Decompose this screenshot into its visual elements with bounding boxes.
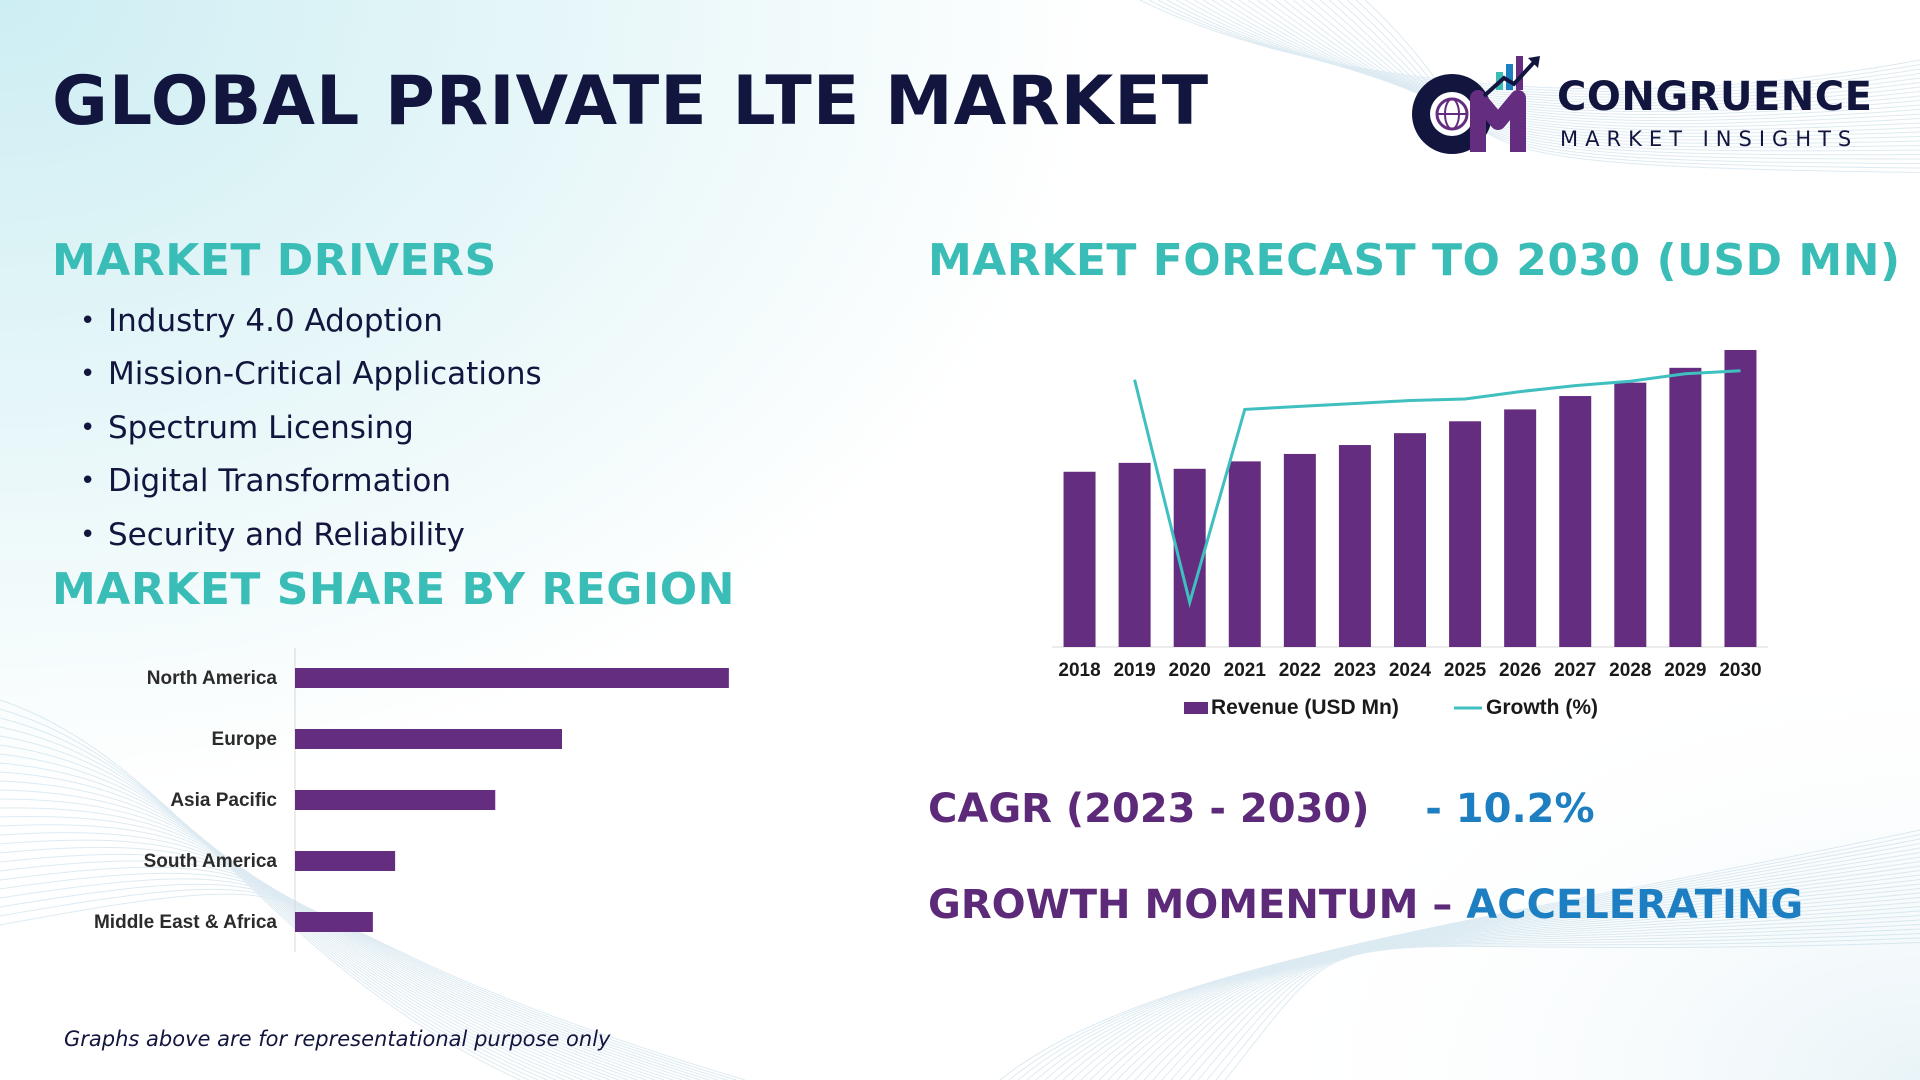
growth-line	[1133, 369, 1741, 609]
driver-label: Mission-Critical Applications	[108, 356, 542, 393]
forecast-heading: MARKET FORECAST TO 2030 (USD MN)	[928, 235, 1901, 286]
logo-mark-icon: CM	[1400, 52, 1540, 154]
year-tick-label: 2020	[1169, 660, 1211, 681]
region-bar	[295, 729, 562, 749]
drivers-heading: MARKET DRIVERS	[52, 235, 497, 286]
driver-label: Digital Transformation	[108, 463, 451, 500]
year-tick-label: 2025	[1444, 660, 1487, 681]
revenue-bar	[1504, 409, 1537, 647]
revenue-bar	[1063, 471, 1096, 647]
region-label: Middle East & Africa	[94, 912, 277, 933]
year-tick-label: 2021	[1224, 660, 1267, 681]
logo-tagline: MARKET INSIGHTS	[1560, 127, 1859, 151]
year-tick-label: 2022	[1279, 660, 1321, 681]
legend-label-growth: Growth (%)	[1486, 696, 1598, 719]
year-tick-label: 2018	[1058, 660, 1100, 681]
momentum-label: GROWTH MOMENTUM –	[928, 882, 1453, 928]
region-bar	[295, 790, 496, 810]
region-label: North America	[147, 668, 278, 689]
region-heading: MARKET SHARE BY REGION	[52, 564, 735, 615]
cagr-value: - 10.2%	[1425, 786, 1595, 832]
logo-monogram: CM	[1400, 52, 1402, 53]
revenue-bar	[1559, 396, 1592, 647]
revenue-bar	[1283, 453, 1316, 647]
region-share-chart: North America Europe Asia Pacific South Ame…	[94, 648, 729, 952]
year-tick-label: 2026	[1499, 660, 1541, 681]
region-bar	[295, 851, 396, 871]
momentum-value: ACCELERATING	[1466, 882, 1804, 928]
drivers-list: • Industry 4.0 Adoption • Mission-Critical…	[80, 294, 542, 562]
region-bar	[295, 912, 373, 932]
year-tick-label: 2024	[1389, 660, 1432, 681]
legend-swatch-revenue	[1184, 702, 1208, 714]
revenue-bar	[1724, 350, 1757, 647]
driver-label: Security and Reliability	[108, 516, 465, 553]
legend-label-revenue: Revenue (USD Mn)	[1211, 696, 1399, 719]
year-tick-label: 2027	[1554, 660, 1596, 681]
year-tick-label: 2028	[1609, 660, 1651, 681]
region-label: Europe	[212, 729, 277, 750]
region-label: Asia Pacific	[170, 790, 277, 811]
year-tick-label: 2030	[1719, 660, 1761, 681]
driver-label: Spectrum Licensing	[108, 409, 414, 446]
revenue-bar	[1338, 445, 1371, 647]
revenue-bar	[1669, 367, 1702, 647]
cagr-label: CAGR (2023 - 2030)	[928, 786, 1370, 832]
region-bar	[295, 668, 729, 688]
disclaimer: Graphs above are for representational pu…	[64, 1027, 611, 1051]
year-tick-label: 2023	[1334, 660, 1376, 681]
list-item: • Digital Transformation	[80, 455, 542, 509]
logo-name: CONGRUENCE	[1557, 74, 1873, 120]
revenue-bar	[1228, 461, 1261, 647]
list-item: • Mission-Critical Applications	[80, 348, 542, 402]
revenue-bar	[1449, 421, 1482, 647]
list-item: • Industry 4.0 Adoption	[80, 294, 542, 348]
year-tick-label: 2029	[1664, 660, 1706, 681]
revenue-bar	[1118, 462, 1151, 647]
driver-label: Industry 4.0 Adoption	[108, 302, 443, 339]
revenue-bar	[1614, 382, 1647, 647]
revenue-bar	[1394, 433, 1426, 647]
year-tick-label: 2019	[1113, 660, 1155, 681]
page-title: GLOBAL PRIVATE LTE MARKET	[52, 62, 1210, 141]
cagr-stat: CAGR (2023 - 2030) - 10.2%	[928, 786, 1595, 832]
momentum-stat: GROWTH MOMENTUM – ACCELERATING	[928, 882, 1803, 928]
forecast-chart: 2018 2019 2020 2021 2022 2023 2024 2025 2026 2027…	[1052, 350, 1768, 719]
list-item: • Security and Reliability	[80, 508, 542, 562]
list-item: • Spectrum Licensing	[80, 401, 542, 455]
region-label: South America	[144, 851, 278, 872]
